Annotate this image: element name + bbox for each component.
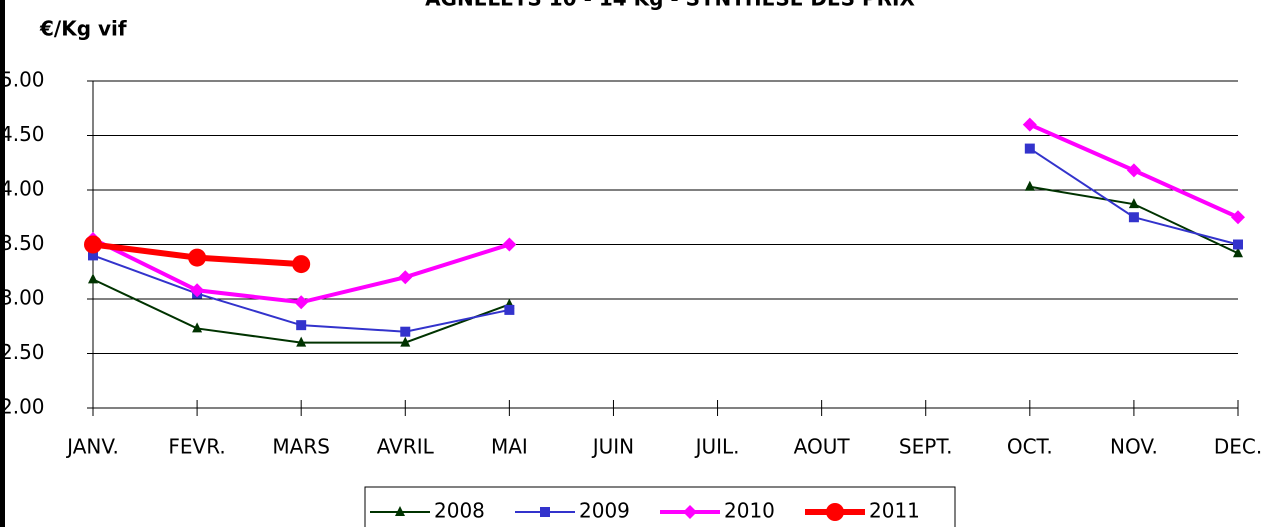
y-tick-label: 4.50 bbox=[0, 122, 45, 146]
x-tick-label: JUIL. bbox=[694, 435, 740, 459]
y-tick-label: 2.50 bbox=[0, 340, 45, 364]
point bbox=[1128, 212, 1139, 223]
point bbox=[504, 304, 515, 315]
y-tick-label: 2.00 bbox=[0, 395, 45, 419]
legend-marker bbox=[395, 506, 405, 516]
legend-label: 2011 bbox=[869, 499, 920, 523]
legend-marker bbox=[683, 505, 697, 519]
point bbox=[296, 320, 307, 331]
line bbox=[92, 122, 1239, 305]
point bbox=[400, 336, 411, 347]
point bbox=[1024, 180, 1035, 191]
y-tick-label: 4.00 bbox=[0, 177, 45, 201]
x-tick-label: DEC. bbox=[1214, 435, 1262, 459]
legend-marker bbox=[826, 503, 844, 521]
point bbox=[190, 283, 205, 298]
point bbox=[188, 248, 207, 267]
x-tick-label: NOV. bbox=[1110, 435, 1158, 459]
legend-label: 2009 bbox=[579, 499, 630, 523]
x-tick-label: FEVR. bbox=[168, 435, 225, 459]
left-border bbox=[0, 0, 5, 527]
point bbox=[1022, 117, 1037, 132]
x-tick-label: MAI bbox=[491, 435, 528, 459]
x-tick-label: AOUT bbox=[794, 435, 851, 459]
point bbox=[1233, 247, 1243, 258]
y-tick-label: 5.00 bbox=[0, 68, 45, 92]
point bbox=[88, 273, 98, 284]
point bbox=[296, 336, 307, 347]
point bbox=[192, 322, 203, 333]
legend-box bbox=[364, 486, 956, 527]
point bbox=[502, 237, 517, 252]
line bbox=[92, 147, 1239, 333]
legend-label: 2008 bbox=[434, 499, 485, 523]
x-tick-label: MARS bbox=[272, 435, 330, 459]
point bbox=[1126, 163, 1141, 178]
point bbox=[1024, 143, 1035, 154]
y-tick-label: 3.00 bbox=[0, 286, 45, 310]
x-tick-label: AVRIL bbox=[377, 435, 435, 459]
x-tick-label: JUIN bbox=[591, 435, 634, 459]
point bbox=[88, 250, 98, 261]
point bbox=[84, 235, 102, 254]
point bbox=[398, 270, 413, 285]
y-axis-label: €/Kg vif bbox=[39, 17, 127, 41]
legend-marker bbox=[540, 507, 550, 517]
point bbox=[1233, 239, 1243, 250]
legend-label: 2010 bbox=[724, 499, 775, 523]
chart-title: AGNELETS 10 - 14 Kg - SYNTHESE DES PRIX bbox=[425, 0, 915, 11]
x-tick-label: OCT. bbox=[1007, 435, 1053, 459]
point bbox=[294, 295, 309, 310]
x-tick-label: JANV. bbox=[65, 435, 119, 459]
point bbox=[1231, 210, 1245, 225]
x-tick-label: SEPT. bbox=[899, 435, 953, 459]
point bbox=[400, 326, 411, 337]
point bbox=[292, 255, 311, 274]
point bbox=[1128, 198, 1139, 209]
y-tick-label: 3.50 bbox=[0, 231, 45, 255]
